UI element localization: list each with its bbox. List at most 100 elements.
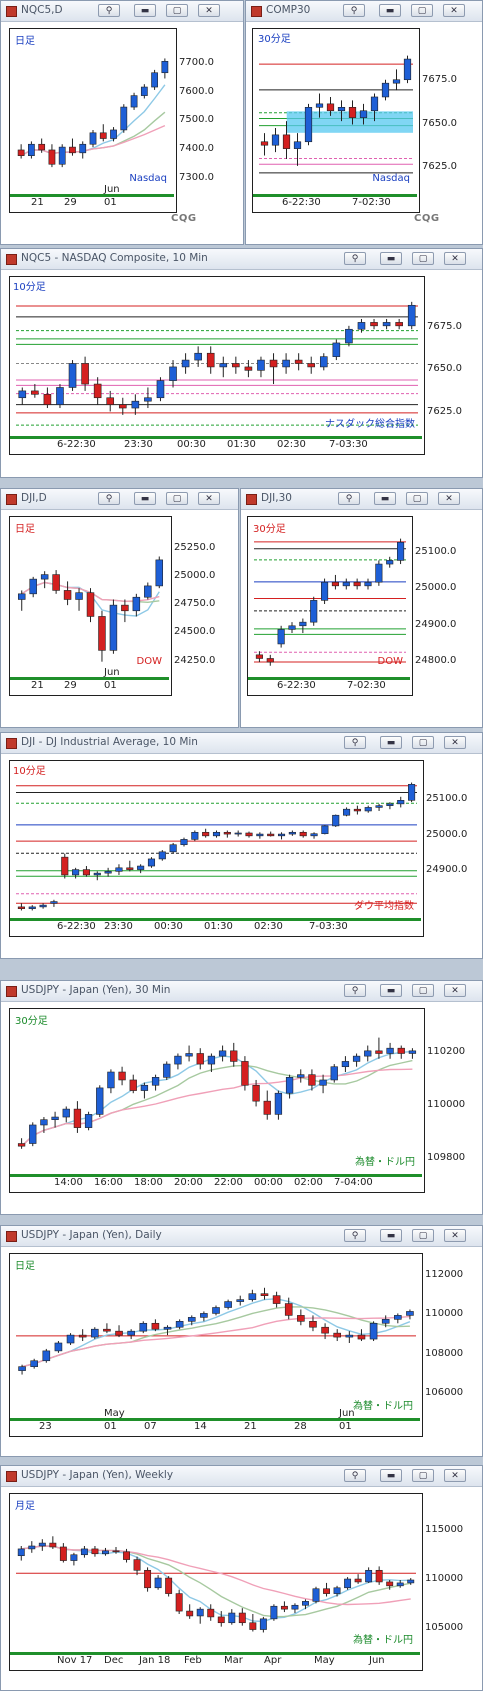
candle-body	[28, 143, 35, 156]
y-tick-label: 7625.0	[422, 160, 457, 172]
restore-button[interactable]: ▢	[412, 984, 434, 997]
candle-body	[310, 833, 318, 837]
moving-average-line	[20, 124, 166, 157]
window-title: DJI,30	[261, 492, 292, 504]
close-button[interactable]: ✕	[198, 4, 220, 17]
candle-body	[17, 149, 25, 156]
minimize-button[interactable]: ▬	[380, 252, 402, 265]
chart-plot[interactable]	[9, 1493, 423, 1671]
y-tick-label: 25100.0	[426, 793, 468, 805]
time-bar	[248, 677, 410, 680]
candle-body	[345, 328, 353, 344]
link-button[interactable]: ⚲	[338, 492, 360, 505]
x-tick-label: 01	[339, 1421, 352, 1432]
candle-body	[207, 1055, 216, 1065]
x-tick-label: 6-22:30	[57, 921, 96, 932]
candle-body	[397, 541, 405, 561]
candle-body	[28, 906, 36, 909]
x-tick-label: 7-02:30	[352, 197, 391, 208]
candle-body	[72, 869, 80, 876]
chart-plot[interactable]	[9, 760, 424, 937]
instrument-label: 為替・ドル円	[353, 1635, 413, 1646]
minimize-button[interactable]: ▬	[134, 4, 156, 17]
title-bar: USDJPY - Japan (Yen), Daily ⚲ ▬ ▢ ✕	[1, 1226, 482, 1247]
time-bar	[10, 194, 174, 197]
minimize-button[interactable]: ▬	[380, 1229, 402, 1242]
candle-body	[89, 132, 97, 145]
candle-body	[218, 1050, 227, 1057]
x-tick-label: 28	[294, 1421, 307, 1432]
minimize-button[interactable]: ▬	[374, 492, 396, 505]
restore-button[interactable]: ▢	[411, 4, 433, 17]
link-button[interactable]: ⚲	[98, 492, 120, 505]
close-button[interactable]: ✕	[444, 736, 466, 749]
chart-plot[interactable]	[9, 28, 177, 213]
chart-svg	[16, 1287, 416, 1375]
chart-plot[interactable]	[252, 28, 420, 213]
candle-body	[40, 574, 49, 580]
candle-body	[315, 103, 324, 108]
candle-body	[312, 1588, 320, 1602]
close-button[interactable]: ✕	[444, 252, 466, 265]
candle-body	[202, 831, 210, 837]
chart-plot[interactable]	[9, 1008, 425, 1193]
restore-button[interactable]: ▢	[412, 1229, 434, 1242]
candle-body	[397, 800, 405, 805]
candle-body	[323, 1588, 330, 1594]
candle-body	[103, 1328, 111, 1332]
chart-plot[interactable]	[9, 276, 425, 455]
link-button[interactable]: ⚲	[344, 252, 366, 265]
chart-plot[interactable]	[247, 516, 413, 696]
close-button[interactable]: ✕	[198, 492, 220, 505]
candle-body	[120, 106, 128, 131]
candle-body	[270, 1605, 278, 1620]
link-button[interactable]: ⚲	[344, 1469, 366, 1482]
candle-body	[151, 1322, 160, 1330]
restore-button[interactable]: ▢	[406, 492, 428, 505]
x-tick-label: Jun	[369, 1655, 385, 1666]
minimize-button[interactable]: ▬	[380, 1469, 402, 1482]
candle-body	[386, 1047, 394, 1054]
link-button[interactable]: ⚲	[344, 736, 366, 749]
chart-plot[interactable]	[9, 516, 172, 696]
close-button[interactable]: ✕	[444, 1229, 466, 1242]
title-bar: NQC5 - NASDAQ Composite, 10 Min ⚲ ▬ ▢ ✕	[1, 249, 482, 270]
link-button[interactable]: ⚲	[343, 4, 365, 17]
y-tick-label: 109800	[427, 1152, 466, 1164]
link-button[interactable]: ⚲	[344, 984, 366, 997]
candle-body	[140, 1084, 149, 1091]
minimize-button[interactable]: ▬	[134, 492, 156, 505]
candle-body	[196, 1608, 204, 1617]
close-button[interactable]: ✕	[438, 492, 460, 505]
candle-body	[118, 404, 127, 409]
restore-button[interactable]: ▢	[412, 252, 434, 265]
period-label: 日足	[15, 36, 35, 47]
candle-body	[274, 1092, 283, 1115]
restore-button[interactable]: ▢	[412, 736, 434, 749]
minimize-button[interactable]: ▬	[379, 4, 401, 17]
window-title: USDJPY - Japan (Yen), 30 Min	[21, 984, 171, 996]
candle-body	[341, 1061, 350, 1068]
chart-plot[interactable]	[9, 1253, 423, 1437]
link-button[interactable]: ⚲	[98, 4, 120, 17]
x-tick-label: 01:30	[204, 921, 233, 932]
close-button[interactable]: ✕	[443, 4, 465, 17]
candle-body	[248, 1293, 257, 1300]
candle-body	[352, 1055, 361, 1062]
x-tick-label: 16:00	[94, 1177, 123, 1188]
restore-button[interactable]: ▢	[166, 492, 188, 505]
moving-average-line	[21, 1545, 411, 1606]
candle-body	[299, 621, 307, 627]
link-button[interactable]: ⚲	[344, 1229, 366, 1242]
candle-body	[104, 871, 112, 874]
close-button[interactable]: ✕	[444, 1469, 466, 1482]
minimize-button[interactable]: ▬	[380, 984, 402, 997]
minimize-button[interactable]: ▬	[380, 736, 402, 749]
candle-body	[333, 1587, 341, 1594]
candle-body	[224, 1301, 232, 1308]
restore-button[interactable]: ▢	[412, 1469, 434, 1482]
app-icon	[6, 1231, 17, 1242]
restore-button[interactable]: ▢	[166, 4, 188, 17]
close-button[interactable]: ✕	[444, 984, 466, 997]
candle-body	[348, 107, 357, 118]
